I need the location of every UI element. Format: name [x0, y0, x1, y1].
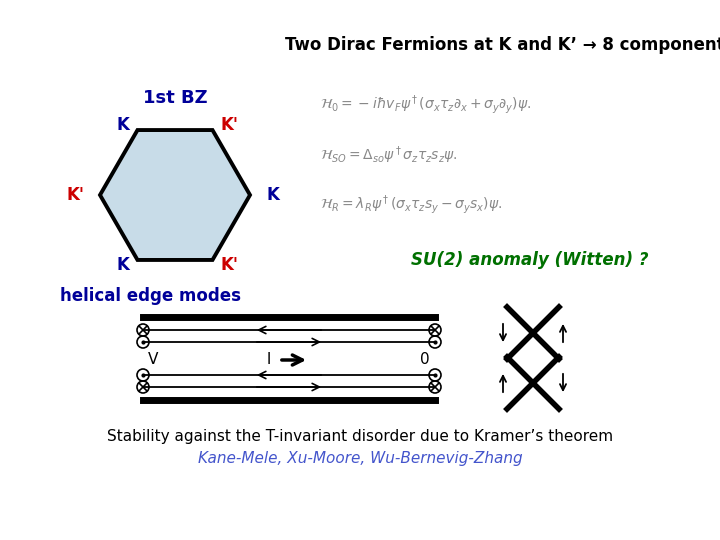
Text: K': K' [220, 116, 238, 134]
Polygon shape [100, 130, 250, 260]
Text: l: l [266, 353, 271, 368]
Text: Two Dirac Fermions at K and K’ → 8 components: Two Dirac Fermions at K and K’ → 8 compo… [285, 36, 720, 54]
Text: K: K [266, 186, 279, 204]
Text: Stability against the T-invariant disorder due to Kramer’s theorem: Stability against the T-invariant disord… [107, 429, 613, 444]
Text: K': K' [66, 186, 84, 204]
Text: 1st BZ: 1st BZ [143, 89, 207, 107]
Text: $\mathcal{H}_{SO} = \Delta_{so}\psi^\dagger\sigma_z\tau_z s_z\psi.$: $\mathcal{H}_{SO} = \Delta_{so}\psi^\dag… [320, 144, 458, 166]
Text: K: K [117, 116, 130, 134]
Text: V: V [148, 353, 158, 368]
Text: K: K [117, 256, 130, 274]
Text: 0: 0 [420, 353, 430, 368]
Text: $\mathcal{H}_0 = -i\hbar v_F \psi^\dagger(\sigma_x\tau_z\partial_x + \sigma_y\pa: $\mathcal{H}_0 = -i\hbar v_F \psi^\dagge… [320, 93, 531, 117]
Text: K': K' [220, 256, 238, 274]
Text: helical edge modes: helical edge modes [60, 287, 241, 305]
Text: Kane-Mele, Xu-Moore, Wu-Bernevig-Zhang: Kane-Mele, Xu-Moore, Wu-Bernevig-Zhang [198, 450, 522, 465]
Text: SU(2) anomaly (Witten) ?: SU(2) anomaly (Witten) ? [411, 251, 649, 269]
Text: $\mathcal{H}_R = \lambda_R\psi^\dagger(\sigma_x\tau_z s_y - \sigma_y s_x)\psi.$: $\mathcal{H}_R = \lambda_R\psi^\dagger(\… [320, 193, 503, 217]
